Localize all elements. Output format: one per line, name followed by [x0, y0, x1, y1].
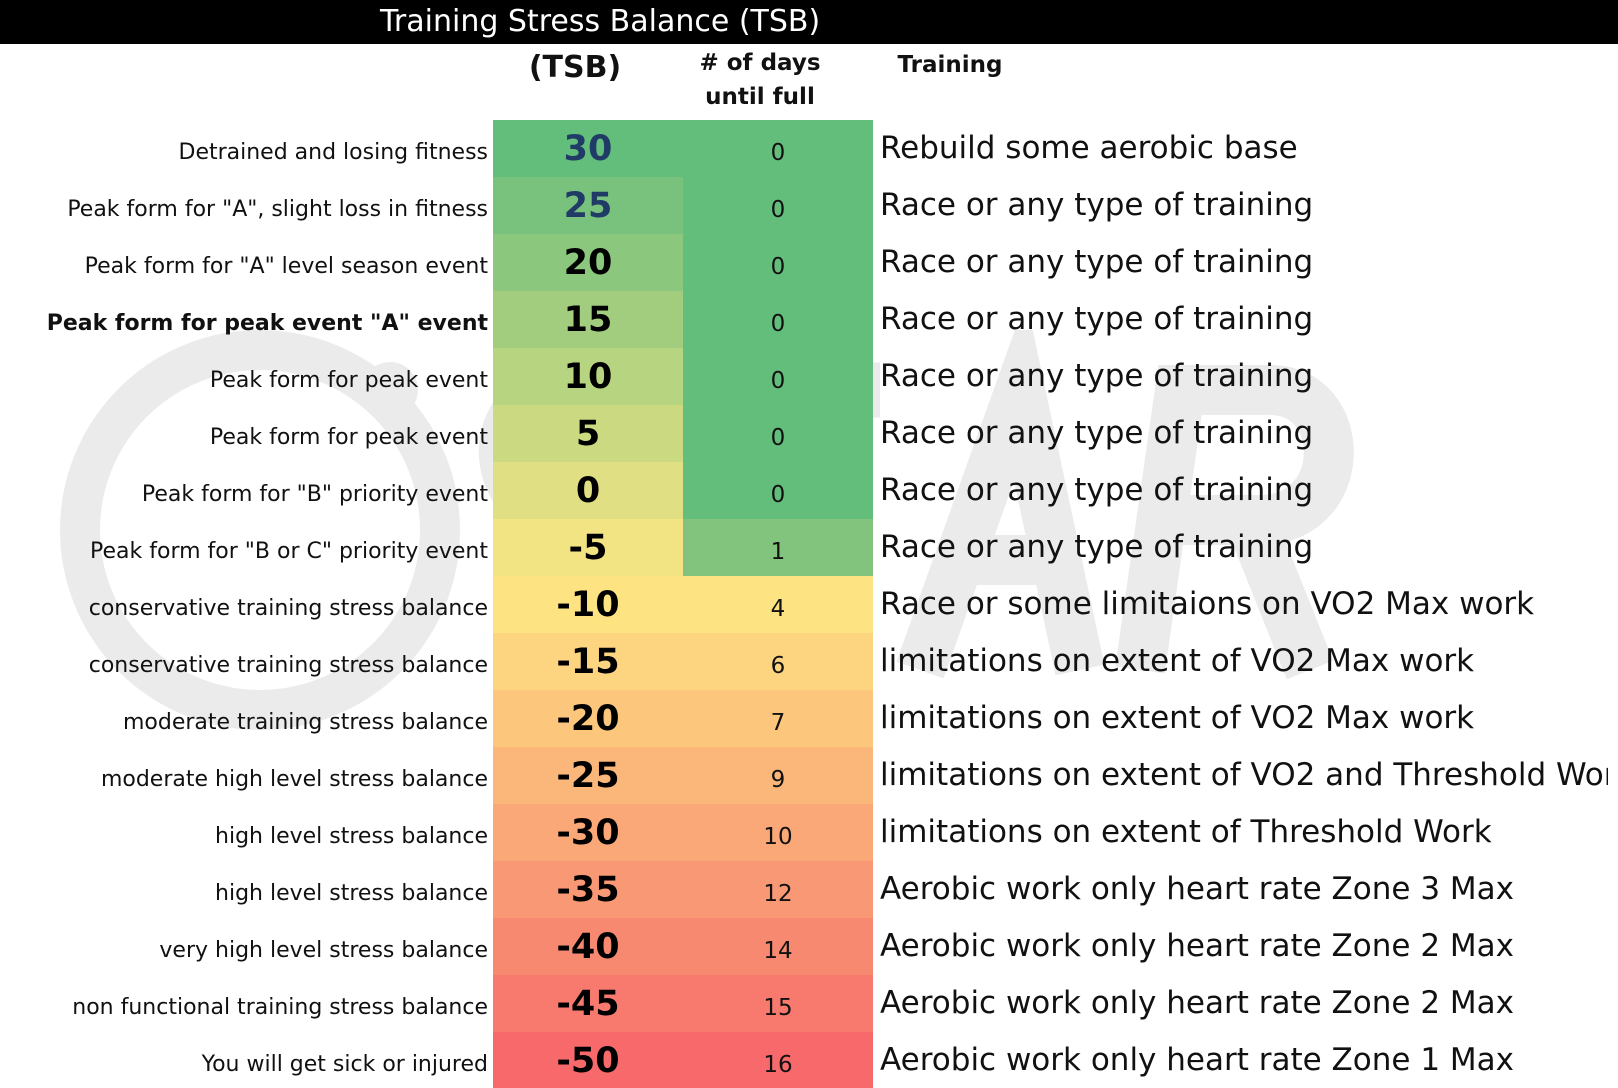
row-tsb-value: -50: [493, 1032, 683, 1088]
row-description: Peak form for "B" priority event: [141, 482, 488, 507]
row-tsb-value: 5: [493, 405, 683, 462]
row-description: high level stress balance: [215, 824, 488, 849]
table-row: conservative training stress balance -10 4…: [0, 576, 1618, 633]
row-days-value: 0: [683, 177, 873, 234]
row-description: Peak form for "B or C" priority event: [90, 539, 488, 564]
row-days-value: 9: [683, 747, 873, 804]
row-training: Race or any type of training: [880, 415, 1314, 451]
row-days-value: 6: [683, 633, 873, 690]
row-tsb-value: -45: [493, 975, 683, 1032]
row-tsb-value: -35: [493, 861, 683, 918]
row-training: limitations on extent of Threshold Work: [880, 814, 1492, 850]
row-training: Race or any type of training: [880, 187, 1314, 223]
table-row: high level stress balance -35 12 Aerobic wo…: [0, 861, 1618, 918]
row-training: Rebuild some aerobic base: [880, 130, 1298, 166]
row-days-value: 0: [683, 405, 873, 462]
row-days-value: 0: [683, 234, 873, 291]
row-tsb-value: -20: [493, 690, 683, 747]
table-row: Peak form for peak event 10 0 Race or any t…: [0, 348, 1618, 405]
row-description: Peak form for "A", slight loss in fitnes…: [67, 197, 488, 222]
row-training: Race or any type of training: [880, 244, 1314, 280]
title-bar: Training Stress Balance (TSB): [0, 0, 1618, 44]
row-description: conservative training stress balance: [88, 596, 488, 621]
row-training: Aerobic work only heart rate Zone 2 Max: [880, 985, 1514, 1021]
table-row: high level stress balance -30 10 limitation…: [0, 804, 1618, 861]
table-row: Peak form for "B or C" priority event -5 1…: [0, 519, 1618, 576]
table-row: Peak form for "B" priority event 0 0 Race o…: [0, 462, 1618, 519]
table-row: Peak form for peak event "A" event 15 0 Rac…: [0, 291, 1618, 348]
table-row: moderate training stress balance -20 7 limi…: [0, 690, 1618, 747]
row-description: You will get sick or injured: [201, 1052, 488, 1077]
row-days-value: 7: [683, 690, 873, 747]
row-tsb-value: -5: [493, 519, 683, 576]
row-days-value: 4: [683, 576, 873, 633]
row-tsb-value: 15: [493, 291, 683, 348]
row-description: Peak form for peak event "A" event: [46, 311, 488, 336]
row-days-value: 0: [683, 120, 873, 177]
row-days-value: 15: [683, 975, 873, 1032]
row-training: limitations on extent of VO2 Max work: [880, 643, 1475, 679]
table-row: Peak form for "A", slight loss in fitnes…: [0, 177, 1618, 234]
row-description: Peak form for "A" level season event: [84, 254, 488, 279]
row-training: limitations on extent of VO2 Max work: [880, 700, 1475, 736]
row-days-value: 1: [683, 519, 873, 576]
row-description: Peak form for peak event: [209, 368, 488, 393]
table-row: conservative training stress balance -15 6…: [0, 633, 1618, 690]
row-tsb-value: -15: [493, 633, 683, 690]
row-description: non functional training stress balance: [72, 995, 488, 1020]
row-training: Race or any type of training: [880, 358, 1314, 394]
row-training: Race or any type of training: [880, 301, 1314, 337]
row-training: Aerobic work only heart rate Zone 1 Max: [880, 1042, 1514, 1078]
row-days-value: 14: [683, 918, 873, 975]
row-training: Race or some limitaions on VO2 Max work: [880, 586, 1535, 622]
row-tsb-value: -30: [493, 804, 683, 861]
row-tsb-value: 25: [493, 177, 683, 234]
row-training: limitations on extent of VO2 and Thresho…: [880, 757, 1608, 793]
row-days-value: 0: [683, 462, 873, 519]
row-description: moderate high level stress balance: [100, 767, 488, 792]
row-training: Aerobic work only heart rate Zone 2 Max: [880, 928, 1514, 964]
table-row: moderate high level stress balance -25 9 li…: [0, 747, 1618, 804]
row-days-value: 12: [683, 861, 873, 918]
row-tsb-value: 20: [493, 234, 683, 291]
table-row: Peak form for "A" level season event 20 0 R…: [0, 234, 1618, 291]
row-description: very high level stress balance: [159, 938, 488, 963]
row-description: high level stress balance: [215, 881, 488, 906]
table-row: very high level stress balance -40 14 Aerob…: [0, 918, 1618, 975]
row-description: Detrained and losing fitness: [178, 140, 489, 165]
header-tsb: (TSB): [528, 50, 622, 85]
row-days-value: 10: [683, 804, 873, 861]
row-days-value: 0: [683, 348, 873, 405]
row-tsb-value: 30: [493, 120, 683, 177]
table-row: Peak form for peak event 5 0 Race or any ty…: [0, 405, 1618, 462]
row-tsb-value: 10: [493, 348, 683, 405]
table-row: non functional training stress balance -4…: [0, 975, 1618, 1032]
row-description: Peak form for peak event: [209, 425, 488, 450]
table-row: Detrained and losing fitness 30 0 Rebuild s…: [0, 120, 1618, 177]
row-description: moderate training stress balance: [122, 710, 488, 735]
row-tsb-value: -25: [493, 747, 683, 804]
row-training: Race or any type of training: [880, 472, 1314, 508]
row-tsb-value: -40: [493, 918, 683, 975]
page-title: Training Stress Balance (TSB): [380, 4, 821, 39]
row-days-value: 0: [683, 291, 873, 348]
row-training: Race or any type of training: [880, 529, 1314, 565]
row-training: Aerobic work only heart rate Zone 3 Max: [880, 871, 1514, 907]
row-days-value: 16: [683, 1032, 873, 1088]
row-tsb-value: -10: [493, 576, 683, 633]
row-tsb-value: 0: [493, 462, 683, 519]
header-training: Training: [897, 52, 1003, 78]
tsb-table: Detrained and losing fitness 30 0 Rebuild s…: [0, 120, 1618, 1088]
row-description: conservative training stress balance: [88, 653, 488, 678]
table-row: You will get sick or injured -50 16 Aerobic…: [0, 1032, 1618, 1088]
